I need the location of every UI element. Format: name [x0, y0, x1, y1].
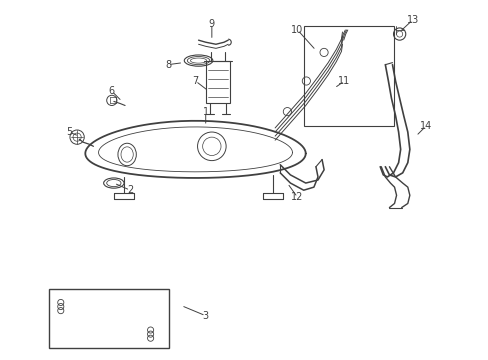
- Text: 3: 3: [202, 311, 208, 321]
- Text: 10: 10: [291, 25, 303, 35]
- Bar: [205, 60, 230, 103]
- Bar: [303, 26, 393, 126]
- Text: 7: 7: [192, 76, 198, 86]
- Bar: [48, 289, 169, 348]
- Text: 2: 2: [127, 185, 133, 195]
- Text: 1: 1: [202, 107, 208, 117]
- Text: 12: 12: [291, 192, 303, 202]
- Text: 4: 4: [144, 290, 150, 300]
- Text: 11: 11: [338, 76, 350, 86]
- Text: 8: 8: [164, 60, 171, 70]
- Text: 13: 13: [406, 15, 418, 25]
- Text: 14: 14: [419, 121, 431, 131]
- Text: 6: 6: [108, 86, 115, 96]
- Text: 5: 5: [66, 127, 72, 137]
- Text: 9: 9: [208, 19, 214, 29]
